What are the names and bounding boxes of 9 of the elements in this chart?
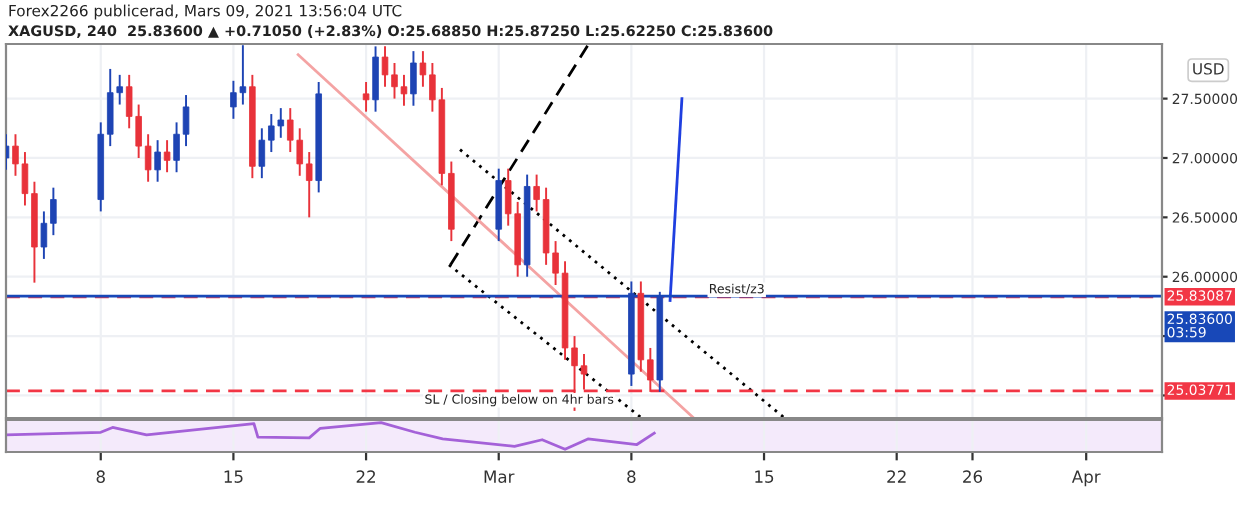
x-tick-label: Mar <box>484 470 515 483</box>
x-tick-label: 8 <box>96 470 105 483</box>
x-tick-label: 15 <box>755 470 774 483</box>
x-tick-label: 22 <box>356 470 375 483</box>
x-tick-label: 15 <box>224 470 243 483</box>
x-tick-label: 26 <box>963 470 983 483</box>
x-tick-label: 22 <box>887 470 906 483</box>
x-tick-label: 8 <box>627 470 636 483</box>
x-tick-label: Apr <box>1071 470 1101 487</box>
